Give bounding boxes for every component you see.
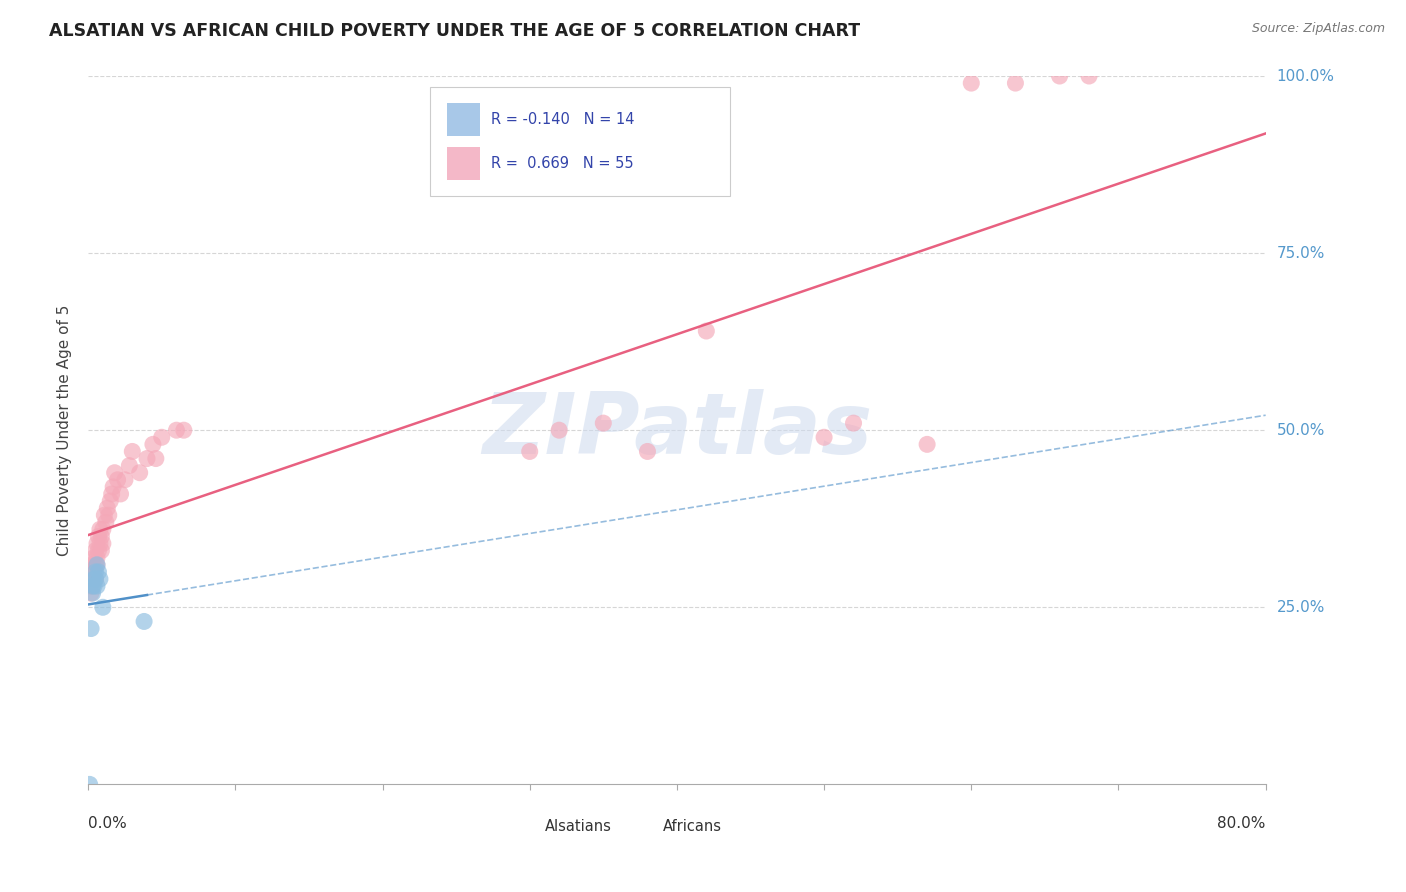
- Point: [83, 565, 105, 579]
- Point: [80, 586, 103, 600]
- Point: [1004, 76, 1026, 90]
- Point: [83, 572, 105, 586]
- Point: [90, 543, 112, 558]
- Text: ALSATIAN VS AFRICAN CHILD POVERTY UNDER THE AGE OF 5 CORRELATION CHART: ALSATIAN VS AFRICAN CHILD POVERTY UNDER …: [49, 22, 860, 40]
- Point: [79, 579, 101, 593]
- Point: [1049, 69, 1071, 83]
- Point: [82, 572, 104, 586]
- Point: [86, 579, 108, 593]
- Point: [84, 572, 107, 586]
- Point: [548, 423, 571, 437]
- Point: [86, 536, 108, 550]
- Point: [82, 579, 104, 593]
- Text: 80.0%: 80.0%: [1218, 816, 1265, 831]
- Point: [84, 572, 107, 586]
- Point: [83, 550, 105, 565]
- Point: [166, 423, 188, 437]
- Text: Africans: Africans: [662, 819, 721, 834]
- Text: ZIPatlas: ZIPatlas: [482, 389, 872, 472]
- Point: [87, 529, 110, 543]
- FancyBboxPatch shape: [447, 103, 481, 136]
- Point: [132, 615, 155, 629]
- Point: [96, 501, 118, 516]
- Point: [80, 622, 103, 636]
- Point: [107, 473, 129, 487]
- Point: [960, 76, 983, 90]
- Point: [145, 451, 167, 466]
- Point: [83, 579, 105, 593]
- Text: 25.0%: 25.0%: [1277, 599, 1324, 615]
- Point: [519, 444, 541, 458]
- Point: [84, 565, 107, 579]
- Point: [94, 516, 117, 530]
- Point: [173, 423, 195, 437]
- Text: 0.0%: 0.0%: [89, 816, 127, 831]
- Point: [84, 543, 107, 558]
- Point: [637, 444, 659, 458]
- Text: 50.0%: 50.0%: [1277, 423, 1324, 438]
- Point: [86, 558, 108, 572]
- Point: [121, 444, 143, 458]
- Text: R =  0.669   N = 55: R = 0.669 N = 55: [491, 156, 634, 171]
- FancyBboxPatch shape: [515, 818, 540, 834]
- Point: [114, 473, 136, 487]
- Point: [82, 579, 104, 593]
- Point: [93, 508, 115, 523]
- Point: [118, 458, 141, 473]
- Point: [91, 536, 114, 550]
- Point: [86, 558, 108, 572]
- Y-axis label: Child Poverty Under the Age of 5: Child Poverty Under the Age of 5: [58, 304, 72, 556]
- Point: [79, 572, 101, 586]
- Point: [104, 466, 127, 480]
- Point: [128, 466, 150, 480]
- FancyBboxPatch shape: [430, 87, 730, 196]
- Point: [80, 565, 103, 579]
- Point: [110, 487, 132, 501]
- Point: [592, 416, 614, 430]
- FancyBboxPatch shape: [447, 147, 481, 180]
- Text: 100.0%: 100.0%: [1277, 69, 1334, 84]
- Point: [100, 487, 122, 501]
- FancyBboxPatch shape: [633, 818, 658, 834]
- Point: [136, 451, 159, 466]
- Point: [91, 522, 114, 536]
- Point: [915, 437, 938, 451]
- Point: [84, 558, 107, 572]
- Point: [1078, 69, 1101, 83]
- Point: [842, 416, 865, 430]
- Point: [813, 430, 835, 444]
- Point: [86, 550, 108, 565]
- Text: Source: ZipAtlas.com: Source: ZipAtlas.com: [1251, 22, 1385, 36]
- Point: [79, 777, 101, 791]
- Text: Alsatians: Alsatians: [546, 819, 612, 834]
- Point: [89, 536, 111, 550]
- Point: [142, 437, 165, 451]
- Point: [89, 572, 111, 586]
- Text: R = -0.140   N = 14: R = -0.140 N = 14: [491, 112, 634, 128]
- Point: [101, 480, 124, 494]
- Point: [87, 565, 110, 579]
- Point: [87, 543, 110, 558]
- Text: 75.0%: 75.0%: [1277, 245, 1324, 260]
- Point: [82, 586, 104, 600]
- Point: [90, 529, 112, 543]
- Point: [150, 430, 173, 444]
- Point: [97, 508, 120, 523]
- Point: [695, 324, 717, 338]
- Point: [98, 494, 121, 508]
- Point: [91, 600, 114, 615]
- Point: [82, 558, 104, 572]
- Point: [89, 522, 111, 536]
